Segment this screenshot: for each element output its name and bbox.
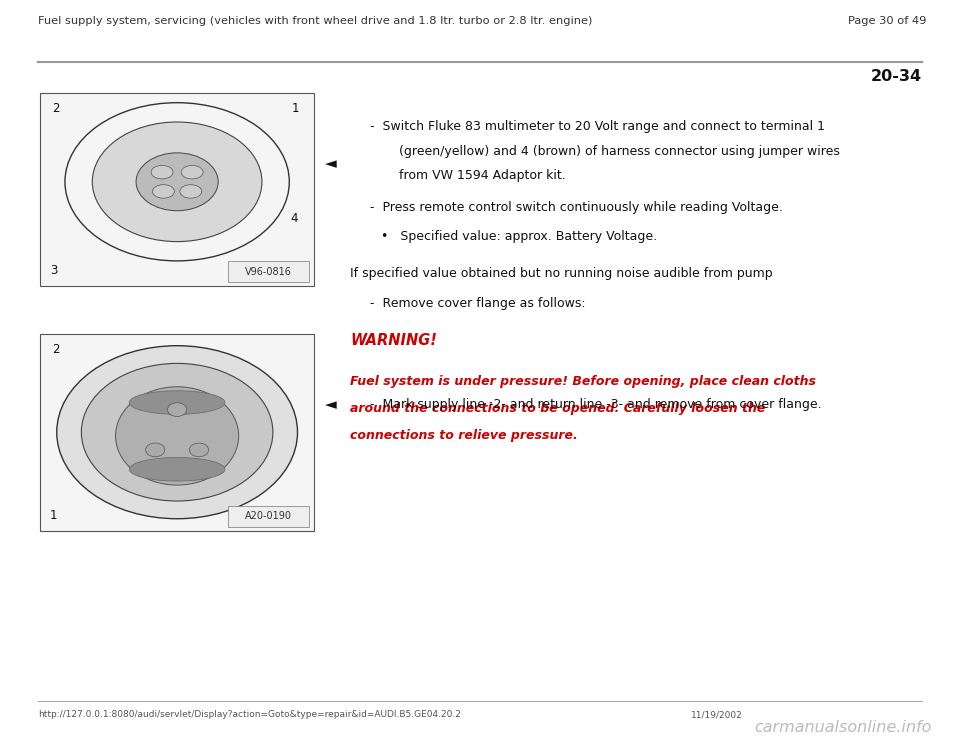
Ellipse shape xyxy=(181,165,204,179)
Text: ◄: ◄ xyxy=(325,397,337,412)
Text: from VW 1594 Adaptor kit.: from VW 1594 Adaptor kit. xyxy=(387,169,565,183)
Ellipse shape xyxy=(180,185,202,198)
Ellipse shape xyxy=(130,458,225,481)
Text: ◄: ◄ xyxy=(325,156,337,171)
Text: V96-0816: V96-0816 xyxy=(245,266,292,277)
Text: WARNING!: WARNING! xyxy=(350,333,437,348)
FancyBboxPatch shape xyxy=(40,93,314,286)
Text: -  Switch Fluke 83 multimeter to 20 Volt range and connect to terminal 1: - Switch Fluke 83 multimeter to 20 Volt … xyxy=(370,120,825,134)
Text: Page 30 of 49: Page 30 of 49 xyxy=(848,16,926,26)
Text: A20-0190: A20-0190 xyxy=(245,511,292,522)
Text: 2: 2 xyxy=(52,102,60,115)
Text: connections to relieve pressure.: connections to relieve pressure. xyxy=(350,429,578,441)
Text: If specified value obtained but no running noise audible from pump: If specified value obtained but no runni… xyxy=(350,267,773,280)
Text: 2: 2 xyxy=(52,343,60,356)
Ellipse shape xyxy=(82,364,273,501)
Text: carmanualsonline.info: carmanualsonline.info xyxy=(754,720,931,735)
Text: 20-34: 20-34 xyxy=(871,69,922,84)
Text: 1: 1 xyxy=(50,508,58,522)
Text: http://127.0.0.1:8080/audi/servlet/Display?action=Goto&type=repair&id=AUDI.B5.GE: http://127.0.0.1:8080/audi/servlet/Displ… xyxy=(38,710,461,719)
Text: Fuel supply system, servicing (vehicles with front wheel drive and 1.8 ltr. turb: Fuel supply system, servicing (vehicles … xyxy=(38,16,592,26)
Ellipse shape xyxy=(168,403,186,416)
Text: -  Mark supply line -2- and return line -3- and remove from cover flange.: - Mark supply line -2- and return line -… xyxy=(370,398,821,411)
Text: around the connections to be opened. Carefully loosen the: around the connections to be opened. Car… xyxy=(350,402,766,415)
Ellipse shape xyxy=(115,387,239,485)
Text: 1: 1 xyxy=(292,102,300,115)
Text: 4: 4 xyxy=(290,211,298,225)
Ellipse shape xyxy=(136,153,218,211)
Ellipse shape xyxy=(92,122,262,242)
Text: Fuel system is under pressure! Before opening, place clean cloths: Fuel system is under pressure! Before op… xyxy=(350,375,816,388)
Text: •   Specified value: approx. Battery Voltage.: • Specified value: approx. Battery Volta… xyxy=(381,230,658,243)
Ellipse shape xyxy=(57,346,298,519)
FancyBboxPatch shape xyxy=(40,334,314,531)
Ellipse shape xyxy=(146,443,165,457)
Text: -  Remove cover flange as follows:: - Remove cover flange as follows: xyxy=(370,297,586,309)
FancyBboxPatch shape xyxy=(228,261,309,282)
Text: (green/yellow) and 4 (brown) of harness connector using jumper wires: (green/yellow) and 4 (brown) of harness … xyxy=(387,145,840,158)
Ellipse shape xyxy=(151,165,173,179)
Ellipse shape xyxy=(130,391,225,414)
Text: 3: 3 xyxy=(50,263,58,277)
Text: -  Press remote control switch continuously while reading Voltage.: - Press remote control switch continuous… xyxy=(370,201,782,214)
Text: 11/19/2002: 11/19/2002 xyxy=(691,710,743,719)
FancyBboxPatch shape xyxy=(228,506,309,527)
Ellipse shape xyxy=(189,443,208,457)
Text: 3: 3 xyxy=(292,508,300,522)
Ellipse shape xyxy=(153,185,175,198)
